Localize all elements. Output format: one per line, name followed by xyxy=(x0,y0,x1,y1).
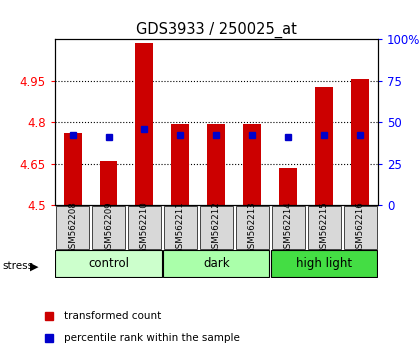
Bar xyxy=(128,206,161,249)
Bar xyxy=(135,43,153,205)
Bar xyxy=(92,206,125,249)
Text: GSM562210: GSM562210 xyxy=(140,201,149,254)
Bar xyxy=(207,124,225,205)
Text: control: control xyxy=(88,257,129,270)
Bar xyxy=(100,161,118,205)
Text: GSM562216: GSM562216 xyxy=(356,201,365,254)
Bar xyxy=(171,124,189,205)
Bar xyxy=(164,206,197,249)
Text: GSM562208: GSM562208 xyxy=(68,201,77,254)
Bar xyxy=(315,87,333,205)
Text: stress: stress xyxy=(2,261,33,271)
Bar xyxy=(236,206,269,249)
Bar xyxy=(63,133,81,205)
Bar xyxy=(272,206,304,249)
Bar xyxy=(351,79,369,205)
Text: GSM562212: GSM562212 xyxy=(212,201,221,254)
Text: dark: dark xyxy=(203,257,230,270)
Text: percentile rank within the sample: percentile rank within the sample xyxy=(64,333,240,343)
Bar xyxy=(56,206,89,249)
Bar xyxy=(163,250,270,277)
Bar xyxy=(200,206,233,249)
Bar xyxy=(55,250,162,277)
Text: GSM562209: GSM562209 xyxy=(104,201,113,254)
Bar xyxy=(307,206,341,249)
Bar xyxy=(279,168,297,205)
Text: GSM562211: GSM562211 xyxy=(176,201,185,254)
Text: GSM562213: GSM562213 xyxy=(248,201,257,254)
Text: high light: high light xyxy=(296,257,352,270)
Title: GDS3933 / 250025_at: GDS3933 / 250025_at xyxy=(136,21,297,38)
Bar xyxy=(271,250,377,277)
Text: ▶: ▶ xyxy=(30,261,39,271)
Bar xyxy=(344,206,377,249)
Text: GSM562215: GSM562215 xyxy=(320,201,328,254)
Text: transformed count: transformed count xyxy=(64,311,162,321)
Bar xyxy=(243,124,261,205)
Text: GSM562214: GSM562214 xyxy=(284,201,293,254)
